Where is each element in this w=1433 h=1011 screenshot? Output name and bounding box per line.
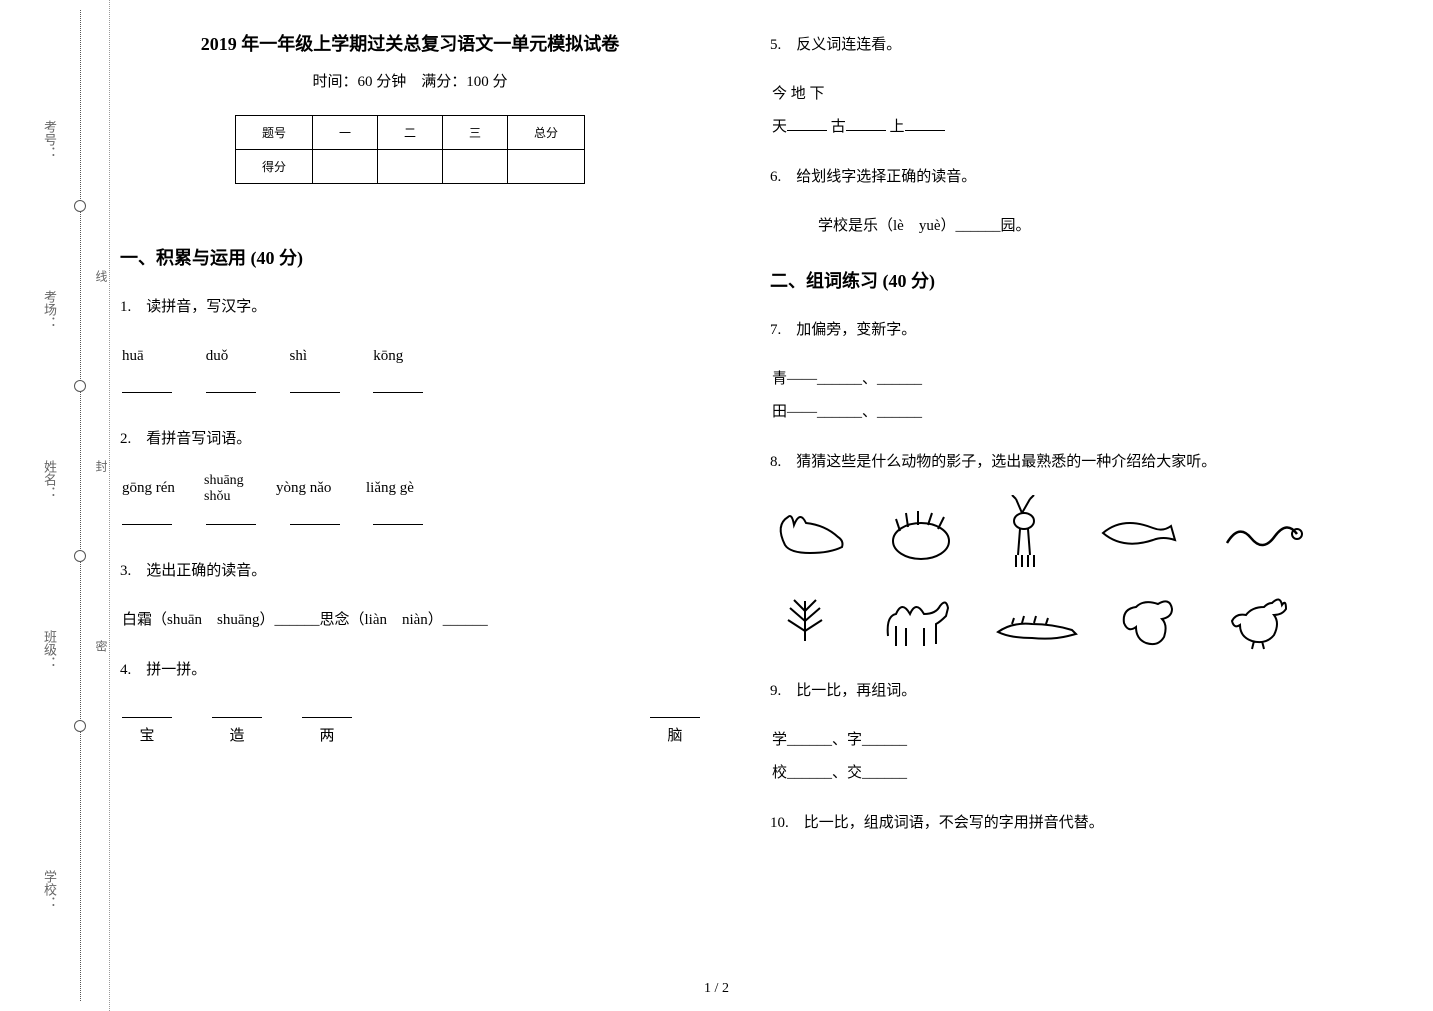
binding-circle	[74, 720, 86, 732]
score-th: 三	[443, 116, 508, 150]
q1-pinyin: shì	[290, 340, 370, 373]
q1-pinyin: kōng	[373, 340, 453, 373]
score-blank[interactable]	[377, 150, 442, 184]
exam-title: 2019 年一年级上学期过关总复习语文一单元模拟试卷	[120, 30, 700, 56]
shadow-icon-squirrel	[1118, 589, 1188, 654]
shadow-icon-rabbit	[770, 505, 850, 560]
q1-body: huā duǒ shì kōng	[122, 340, 700, 406]
q6-stem: 6. 给划线字选择正确的读音。	[770, 162, 1350, 192]
shadow-icon-crocodile	[992, 594, 1082, 649]
q9-row: 校______、交______	[772, 757, 1350, 790]
seam-char-mi: 密	[93, 640, 110, 658]
page-number: 1 / 2	[704, 981, 729, 997]
q1-pinyin: huā	[122, 340, 202, 373]
seam-char-feng: 封	[93, 460, 110, 478]
binding-circle	[74, 380, 86, 392]
binding-circle	[74, 200, 86, 212]
shadow-icon-hedgehog	[886, 503, 956, 563]
section-2-title: 二、组词练习 (40 分)	[770, 267, 1350, 293]
q2-pinyin: yòng nǎo	[276, 472, 366, 505]
q2-stem: 2. 看拼音写词语。	[120, 424, 700, 454]
q8-shadows	[770, 495, 1350, 656]
binding-edge: 考号： 考场： 姓名： 班级： 学校： 线 封 密	[0, 0, 110, 1011]
binding-label-xingming: 姓名：	[40, 460, 59, 499]
q4-char: 造	[229, 728, 244, 744]
q2-pinyin: shuāng shǒu	[204, 473, 276, 504]
score-blank[interactable]	[443, 150, 508, 184]
q10-stem: 10. 比一比，组成词语，不会写的字用拼音代替。	[770, 808, 1350, 838]
binding-label-kaohao: 考号：	[40, 120, 59, 159]
answer-blank[interactable]	[650, 703, 700, 718]
q2-body: gōng rén shuāng shǒu yòng nǎo liǎng gè	[122, 472, 700, 538]
q5-char: 上	[890, 119, 905, 135]
binding-dotted-line	[80, 10, 81, 1001]
score-th: 题号	[235, 116, 312, 150]
time-score: 时间：60 分钟 满分：100 分	[120, 70, 700, 91]
answer-blank[interactable]	[290, 378, 340, 393]
q9-stem: 9. 比一比，再组词。	[770, 676, 1350, 706]
q7-row: 田——______、______	[772, 396, 1350, 429]
answer-blank[interactable]	[206, 510, 256, 525]
answer-blank[interactable]	[373, 510, 423, 525]
score-th: 总分	[508, 116, 585, 150]
answer-blank[interactable]	[302, 703, 352, 718]
left-column: 2019 年一年级上学期过关总复习语文一单元模拟试卷 时间：60 分钟 满分：1…	[120, 30, 700, 856]
answer-blank[interactable]	[373, 378, 423, 393]
score-td: 得分	[235, 150, 312, 184]
q1-stem: 1. 读拼音，写汉字。	[120, 292, 700, 322]
answer-blank[interactable]	[290, 510, 340, 525]
q3-line: 白霜（shuān shuāng）______思念（liàn niàn）_____…	[122, 604, 700, 637]
q4-char: 脑	[667, 728, 682, 744]
q8-stem: 8. 猜猜这些是什么动物的影子，选出最熟悉的一种介绍给大家听。	[770, 447, 1350, 477]
answer-blank[interactable]	[206, 378, 256, 393]
q4-char: 宝	[139, 728, 154, 744]
shadow-icon-fish	[1093, 508, 1183, 558]
score-th: 一	[312, 116, 377, 150]
q5-char: 古	[831, 119, 846, 135]
binding-label-banji: 班级：	[40, 630, 59, 669]
shadow-icon-snake	[1219, 508, 1304, 558]
q7-stem: 7. 加偏旁，变新字。	[770, 315, 1350, 345]
answer-blank[interactable]	[905, 116, 945, 131]
binding-circle	[74, 550, 86, 562]
section-1-title: 一、积累与运用 (40 分)	[120, 244, 700, 270]
answer-blank[interactable]	[787, 116, 827, 131]
answer-blank[interactable]	[122, 378, 172, 393]
q4-body: 宝 造 两 脑	[122, 703, 700, 753]
q5-stem: 5. 反义词连连看。	[770, 30, 1350, 60]
q2-pinyin: liǎng gè	[366, 472, 456, 505]
q7-row: 青——______、______	[772, 363, 1350, 396]
binding-label-xuexiao: 学校：	[40, 870, 59, 909]
shadow-icon-camel	[876, 586, 956, 656]
binding-label-kaochang: 考场：	[40, 290, 59, 329]
answer-blank[interactable]	[846, 116, 886, 131]
q4-stem: 4. 拼一拼。	[120, 655, 700, 685]
answer-blank[interactable]	[212, 703, 262, 718]
q9-row: 学______、字______	[772, 724, 1350, 757]
q5-top: 今 地 下	[772, 78, 1350, 111]
q5-body: 今 地 下 天 古 上	[772, 78, 1350, 144]
q4-char: 两	[319, 728, 334, 744]
shadow-icon-rooster	[1224, 589, 1299, 654]
shadow-icon-tree	[770, 586, 840, 656]
answer-blank[interactable]	[122, 703, 172, 718]
seam-char-xian: 线	[93, 270, 110, 288]
q3-stem: 3. 选出正确的读音。	[120, 556, 700, 586]
right-column: 5. 反义词连连看。 今 地 下 天 古 上 6. 给划线字选择正确的读音。 学…	[770, 30, 1350, 856]
score-th: 二	[377, 116, 442, 150]
shadow-icon-deer	[992, 495, 1057, 570]
score-blank[interactable]	[312, 150, 377, 184]
q6-line: 学校是乐（lè yuè）______园。	[772, 210, 1350, 243]
q9-body: 学______、字______ 校______、交______	[772, 724, 1350, 790]
q5-char: 天	[772, 119, 787, 135]
score-blank[interactable]	[508, 150, 585, 184]
score-table: 题号 一 二 三 总分 得分	[235, 115, 585, 184]
q2-pinyin: gōng rén	[122, 472, 204, 505]
page-content: 2019 年一年级上学期过关总复习语文一单元模拟试卷 时间：60 分钟 满分：1…	[120, 0, 1433, 856]
answer-blank[interactable]	[122, 510, 172, 525]
q7-body: 青——______、______ 田——______、______	[772, 363, 1350, 429]
q1-pinyin: duǒ	[206, 340, 286, 373]
